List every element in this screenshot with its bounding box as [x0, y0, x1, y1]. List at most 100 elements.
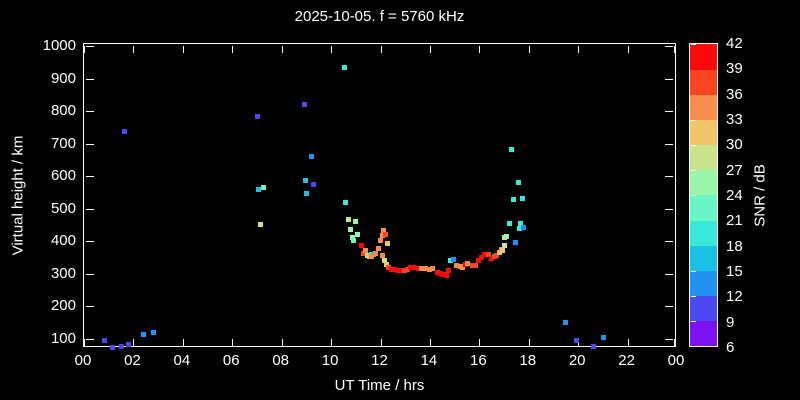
x-axis-top-tick: [628, 46, 629, 53]
x-axis-tick: [479, 339, 480, 346]
x-tick-label: 02: [124, 352, 141, 369]
data-point: [430, 266, 436, 272]
y-tick-label: 300: [50, 264, 76, 282]
data-point: [462, 261, 468, 267]
colorbar-segment: [690, 320, 717, 347]
colorbar-tick: [691, 195, 696, 196]
data-point: [401, 268, 407, 274]
x-axis-top-tick: [183, 46, 184, 53]
data-point: [379, 233, 385, 239]
colorbar: [689, 43, 718, 347]
x-axis-top-tick: [578, 46, 579, 53]
data-point: [562, 319, 568, 325]
data-point: [383, 232, 389, 238]
y-axis-right-tick: [665, 79, 673, 80]
data-point: [341, 65, 347, 71]
data-point: [309, 153, 315, 159]
colorbar-segment: [690, 220, 717, 246]
x-tick-label: 00: [667, 352, 685, 369]
data-point: [434, 269, 440, 275]
colorbar-tick: [691, 44, 696, 45]
x-axis-top-tick: [133, 46, 134, 53]
x-tick-label: 06: [222, 352, 240, 369]
colorbar-tick-label: 39: [726, 60, 743, 78]
data-point: [301, 101, 307, 107]
data-point: [353, 219, 359, 225]
data-point: [473, 263, 479, 268]
data-point: [573, 338, 579, 344]
x-axis-tick: [282, 339, 283, 346]
data-point: [125, 342, 131, 348]
y-tick-label: 800: [50, 102, 76, 120]
data-point: [380, 228, 386, 234]
data-point: [460, 264, 466, 270]
data-point: [513, 239, 519, 245]
y-axis-tick: [86, 274, 94, 275]
x-axis-top-tick: [331, 46, 332, 53]
colorbar-segment: [690, 169, 717, 196]
data-point: [494, 253, 500, 259]
x-axis-tick: [133, 339, 134, 346]
colorbar-segment: [690, 69, 717, 95]
y-tick-label: 1000: [42, 36, 76, 54]
data-point: [355, 231, 361, 237]
colorbar-tick-label: 18: [726, 237, 743, 255]
data-point: [376, 246, 382, 252]
x-tick-label: 20: [568, 352, 586, 369]
x-axis-tick: [331, 339, 332, 346]
colorbar-tick-label: 30: [726, 136, 743, 154]
colorbar-tick: [691, 220, 696, 222]
data-point: [511, 196, 517, 202]
data-point: [304, 191, 310, 197]
y-tick-label: 900: [50, 69, 76, 87]
chart-title: 2025-10-05. f = 5760 kHz: [294, 8, 465, 25]
y-tick-label: 600: [50, 167, 76, 185]
y-axis-tick: [86, 144, 94, 145]
colorbar-segment: [690, 295, 717, 322]
x-axis-top-tick: [674, 46, 675, 53]
x-axis-label: UT Time / hrs: [334, 377, 425, 394]
data-point: [437, 271, 443, 277]
colorbar-segment: [690, 270, 717, 297]
data-point: [520, 196, 526, 202]
y-axis-tick: [86, 209, 94, 210]
data-point: [450, 257, 456, 263]
y-axis-right-tick: [665, 274, 673, 275]
colorbar-segment: [690, 144, 717, 171]
plot-area: [83, 43, 676, 351]
data-point: [385, 264, 391, 270]
data-point: [590, 344, 596, 350]
data-point: [385, 240, 391, 246]
y-tick-label: 400: [50, 232, 76, 250]
x-tick-label: 10: [321, 352, 339, 369]
x-axis-top-tick: [479, 46, 480, 53]
y-axis-label: Virtual height / km: [9, 135, 27, 256]
data-point: [408, 265, 414, 271]
colorbar-tick-label: 21: [726, 212, 743, 230]
colorbar-tick: [691, 69, 696, 71]
data-point: [254, 113, 260, 119]
x-tick-label: 22: [618, 352, 635, 369]
data-point: [351, 237, 357, 243]
data-point: [261, 185, 267, 191]
data-point: [422, 266, 428, 272]
colorbar-tick: [691, 144, 696, 146]
colorbar-tick-label: 9: [726, 313, 735, 331]
colorbar-segment: [690, 195, 717, 221]
data-point: [443, 272, 449, 278]
y-axis-tick: [86, 339, 94, 340]
y-axis-right-tick: [665, 209, 673, 210]
data-point: [392, 267, 398, 273]
data-point: [446, 267, 452, 273]
data-point: [469, 262, 475, 268]
x-tick-label: 12: [371, 352, 388, 369]
data-point: [382, 257, 388, 263]
data-point: [501, 242, 507, 248]
x-tick-label: 16: [469, 352, 487, 369]
colorbar-tick: [691, 270, 696, 272]
data-point: [496, 249, 502, 255]
data-point: [516, 225, 522, 231]
data-point: [257, 222, 263, 228]
y-axis-tick: [86, 111, 94, 112]
data-point: [509, 147, 515, 153]
